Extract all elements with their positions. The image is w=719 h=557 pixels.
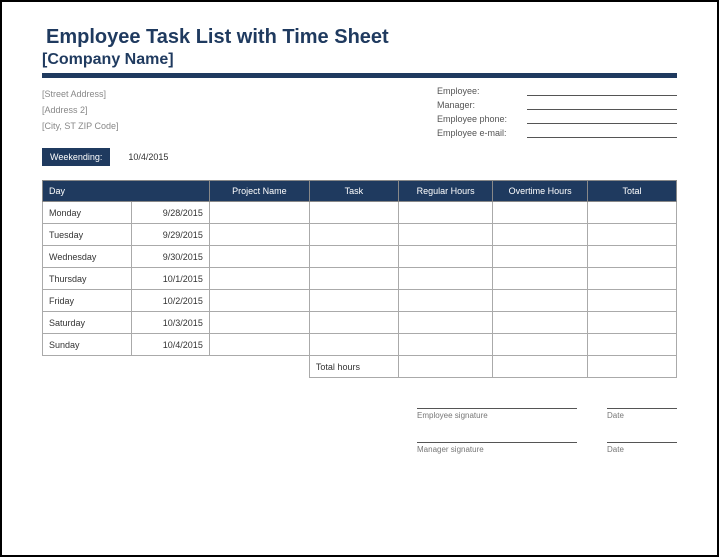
table-row: Wednesday 9/30/2015 xyxy=(43,246,677,268)
table-body: Monday 9/28/2015 Tuesday 9/29/2015 Wedne… xyxy=(43,202,677,378)
cell-regular xyxy=(398,334,493,356)
header-rule xyxy=(42,73,677,78)
col-overtime: Overtime Hours xyxy=(493,181,588,202)
weekending-label: Weekending: xyxy=(42,148,110,166)
col-regular: Regular Hours xyxy=(398,181,493,202)
cell-total xyxy=(587,334,676,356)
cell-day: Tuesday xyxy=(43,224,132,246)
cell-regular xyxy=(398,290,493,312)
cell-date: 9/29/2015 xyxy=(131,224,209,246)
cell-overtime xyxy=(493,290,588,312)
totals-label: Total hours xyxy=(309,356,398,378)
table-row: Saturday 10/3/2015 xyxy=(43,312,677,334)
address-line2: [Address 2] xyxy=(42,102,119,118)
cell-regular xyxy=(398,224,493,246)
totals-regular xyxy=(398,356,493,378)
cell-regular xyxy=(398,246,493,268)
cell-overtime xyxy=(493,224,588,246)
cell-total xyxy=(587,312,676,334)
cell-day: Wednesday xyxy=(43,246,132,268)
col-project: Project Name xyxy=(209,181,309,202)
cell-day: Sunday xyxy=(43,334,132,356)
cell-task xyxy=(309,246,398,268)
cell-total xyxy=(587,224,676,246)
cell-date: 9/28/2015 xyxy=(131,202,209,224)
cell-project xyxy=(209,224,309,246)
cell-task xyxy=(309,334,398,356)
email-label: Employee e-mail: xyxy=(437,128,527,138)
phone-field xyxy=(527,114,677,124)
col-total: Total xyxy=(587,181,676,202)
manager-field xyxy=(527,100,677,110)
cell-task xyxy=(309,290,398,312)
employee-field xyxy=(527,86,677,96)
cell-project xyxy=(209,202,309,224)
address-city: [City, ST ZIP Code] xyxy=(42,118,119,134)
cell-overtime xyxy=(493,202,588,224)
cell-date: 9/30/2015 xyxy=(131,246,209,268)
cell-project xyxy=(209,334,309,356)
cell-total xyxy=(587,246,676,268)
cell-task xyxy=(309,202,398,224)
cell-overtime xyxy=(493,334,588,356)
manager-date-line: Date xyxy=(607,442,677,454)
page-title: Employee Task List with Time Sheet xyxy=(46,26,677,49)
address-block: [Street Address] [Address 2] [City, ST Z… xyxy=(42,86,119,142)
company-name: [Company Name] xyxy=(42,51,677,69)
totals-row: Total hours xyxy=(43,356,677,378)
totals-overtime xyxy=(493,356,588,378)
cell-regular xyxy=(398,312,493,334)
signature-block-employee: Employee signature Date xyxy=(42,408,677,420)
weekending-date: 10/4/2015 xyxy=(128,152,168,162)
cell-project xyxy=(209,246,309,268)
address-street: [Street Address] xyxy=(42,86,119,102)
table-row: Sunday 10/4/2015 xyxy=(43,334,677,356)
weekending-row: Weekending: 10/4/2015 xyxy=(42,148,677,166)
cell-day: Thursday xyxy=(43,268,132,290)
cell-total xyxy=(587,268,676,290)
table-row: Monday 9/28/2015 xyxy=(43,202,677,224)
email-field xyxy=(527,128,677,138)
cell-task xyxy=(309,312,398,334)
cell-day: Monday xyxy=(43,202,132,224)
cell-project xyxy=(209,268,309,290)
cell-date: 10/2/2015 xyxy=(131,290,209,312)
manager-label: Manager: xyxy=(437,100,527,110)
signature-block-manager: Manager signature Date xyxy=(42,442,677,454)
cell-total xyxy=(587,290,676,312)
cell-date: 10/1/2015 xyxy=(131,268,209,290)
cell-regular xyxy=(398,202,493,224)
employee-date-line: Date xyxy=(607,408,677,420)
cell-overtime xyxy=(493,246,588,268)
cell-project xyxy=(209,290,309,312)
cell-day: Friday xyxy=(43,290,132,312)
col-day: Day xyxy=(43,181,210,202)
phone-label: Employee phone: xyxy=(437,114,527,124)
employee-fields: Employee: Manager: Employee phone: Emplo… xyxy=(437,86,677,142)
totals-total xyxy=(587,356,676,378)
cell-date: 10/4/2015 xyxy=(131,334,209,356)
cell-overtime xyxy=(493,268,588,290)
info-section: [Street Address] [Address 2] [City, ST Z… xyxy=(42,86,677,142)
cell-day: Saturday xyxy=(43,312,132,334)
cell-project xyxy=(209,312,309,334)
cell-overtime xyxy=(493,312,588,334)
employee-signature-line: Employee signature xyxy=(417,408,577,420)
timesheet-table: Day Project Name Task Regular Hours Over… xyxy=(42,180,677,378)
cell-date: 10/3/2015 xyxy=(131,312,209,334)
cell-task xyxy=(309,224,398,246)
cell-regular xyxy=(398,268,493,290)
col-task: Task xyxy=(309,181,398,202)
cell-total xyxy=(587,202,676,224)
table-row: Friday 10/2/2015 xyxy=(43,290,677,312)
table-row: Tuesday 9/29/2015 xyxy=(43,224,677,246)
table-header-row: Day Project Name Task Regular Hours Over… xyxy=(43,181,677,202)
cell-task xyxy=(309,268,398,290)
employee-label: Employee: xyxy=(437,86,527,96)
manager-signature-line: Manager signature xyxy=(417,442,577,454)
table-row: Thursday 10/1/2015 xyxy=(43,268,677,290)
